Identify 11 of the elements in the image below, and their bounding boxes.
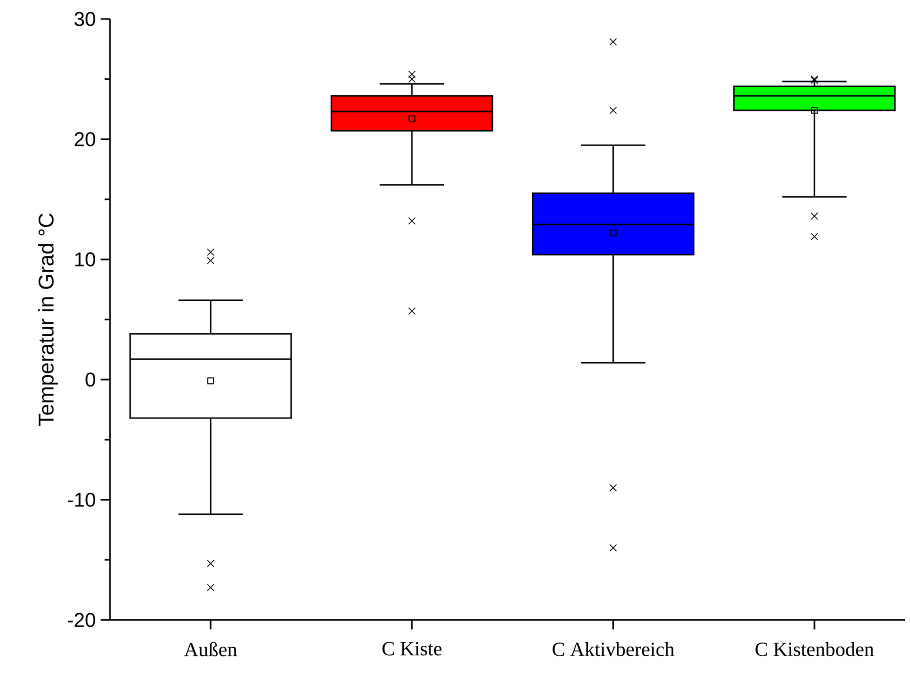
x-tick-label: C Kiste bbox=[382, 642, 442, 656]
y-axis-title: Temperatur in Grad °C bbox=[38, 214, 58, 426]
x-tick-label: C Kistenboden bbox=[756, 642, 874, 656]
y-tick-label: 10 bbox=[75, 252, 96, 266]
y-tick-label: -10 bbox=[68, 492, 96, 507]
x-tick-label: Außen bbox=[184, 642, 237, 656]
y-tick-label: 20 bbox=[74, 132, 96, 146]
x-tick-label: C Aktivbereich bbox=[552, 642, 674, 656]
y-tick-label: 0 bbox=[86, 372, 96, 387]
y-tick-label: 30 bbox=[74, 12, 96, 26]
y-tick-label: -20 bbox=[68, 612, 96, 628]
